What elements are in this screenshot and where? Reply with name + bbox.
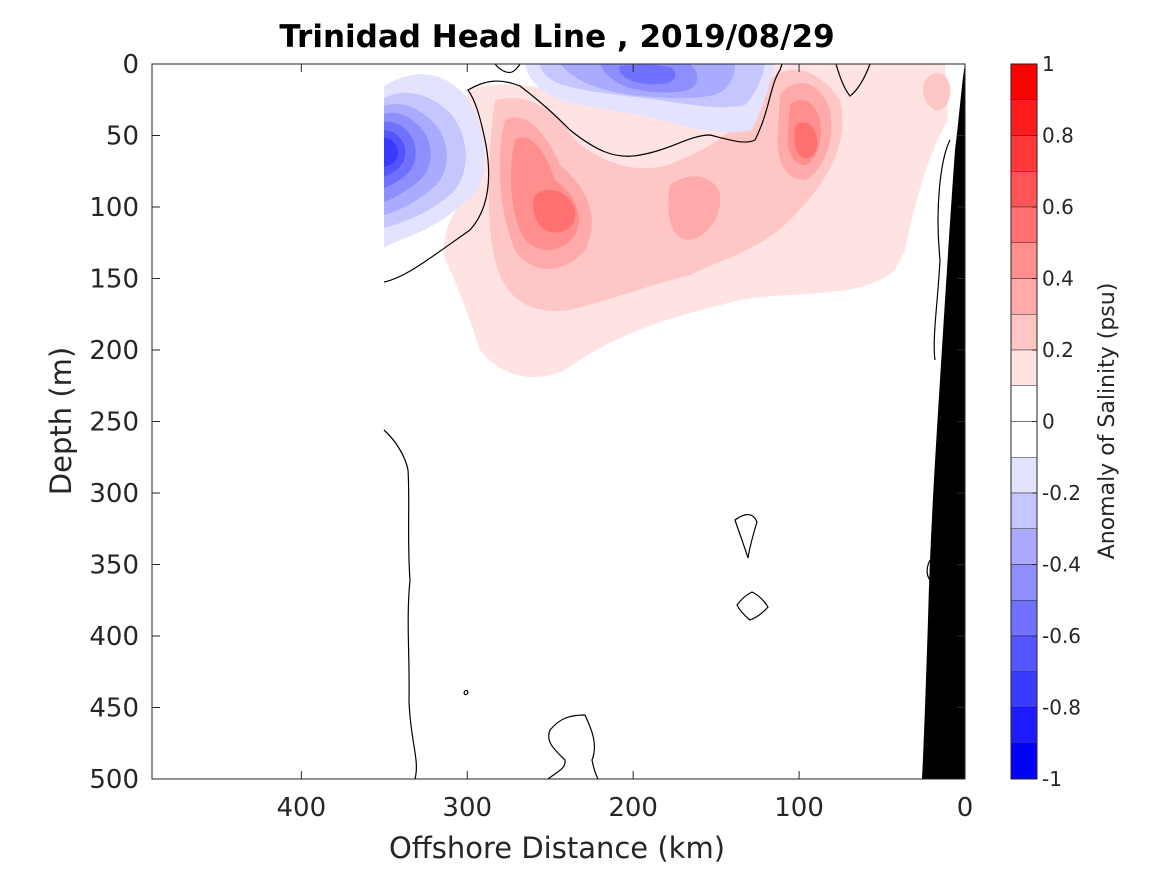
colorbar-swatch: [1010, 564, 1038, 601]
colorbar-tick-label: 0.8: [1042, 124, 1074, 148]
colorbar-tick-label: -0.4: [1042, 553, 1081, 577]
colorbar-swatch: [1010, 707, 1038, 744]
colorbar-swatch: [1010, 528, 1038, 565]
colorbar-swatch: [1010, 743, 1038, 780]
anomaly-band-pos-0.5: [533, 190, 576, 233]
anomaly-band-pos-0.5-b: [794, 122, 818, 159]
colorbar-swatch: [1010, 171, 1038, 208]
x-tick-label: 200: [608, 793, 658, 823]
zero-contour-loop-a: [734, 514, 758, 559]
colorbar-label: Anomaly of Salinity (psu): [1095, 283, 1120, 560]
colorbar-tick-label: -0.8: [1042, 696, 1081, 720]
colorbar-swatch: [1010, 671, 1038, 708]
colorbar-tick-label: 1: [1042, 52, 1055, 76]
bathymetry-shelf: [922, 64, 965, 779]
colorbar: 1 0.8 0.6 0.4 0.2 0 -0.2 -0.4 -0.6 -0.8 -1 Anomaly…: [1010, 52, 1120, 791]
anomaly-band-pos-0.2-nearshore: [923, 73, 951, 111]
x-axis-tick-labels: 400 300 200 100 0: [277, 793, 974, 823]
colorbar-swatch: [1010, 135, 1038, 172]
colorbar-swatch: [1010, 63, 1038, 100]
colorbar-swatch: [1010, 492, 1038, 529]
colorbar-swatch: [1010, 385, 1038, 422]
y-axis-ticks: [152, 63, 965, 780]
colorbar-tick-label: 0.4: [1042, 267, 1074, 291]
y-tick-label: 500: [89, 765, 139, 795]
colorbar-tick-label: 0: [1042, 410, 1055, 434]
colorbar-tick-labels: 1 0.8 0.6 0.4 0.2 0 -0.2 -0.4 -0.6 -0.8 -1: [1042, 52, 1081, 791]
y-tick-label: 300: [89, 479, 139, 509]
zero-contour-dot: [463, 689, 469, 696]
zero-contour-loop-b: [736, 591, 769, 621]
colorbar-swatch: [1010, 457, 1038, 494]
colorbar-swatch: [1010, 349, 1038, 386]
y-tick-label: 350: [89, 551, 139, 581]
colorbar-ticks: [1032, 63, 1037, 780]
y-tick-label: 250: [89, 408, 139, 438]
x-tick-label: 100: [774, 793, 824, 823]
colorbar-swatches: [1010, 63, 1038, 780]
x-tick-label: 300: [442, 793, 492, 823]
y-tick-label: 400: [89, 622, 139, 652]
zero-contour-surface-right: [835, 64, 871, 97]
x-tick-label: 400: [277, 793, 327, 823]
y-tick-label: 150: [89, 265, 139, 295]
colorbar-tick-label: -0.2: [1042, 481, 1081, 505]
y-tick-label: 450: [89, 694, 139, 724]
colorbar-tick-label: -1: [1042, 767, 1062, 791]
y-axis-label: Depth (m): [44, 347, 78, 495]
x-axis-label: Offshore Distance (km): [389, 831, 725, 865]
y-tick-label: 50: [106, 122, 139, 152]
zero-contour-surface-left: [494, 64, 521, 74]
zero-contour-nearshore: [933, 139, 951, 361]
anomaly-band-pos-0.3-b: [668, 176, 721, 240]
colorbar-swatch: [1010, 635, 1038, 672]
colorbar-swatch: [1010, 600, 1038, 637]
zero-contour-deep-offshore: [383, 429, 417, 779]
zero-contour-deep-bottom: [547, 714, 599, 779]
y-axis-tick-labels: 0 50 100 150 200 250 300 350 400 450 500: [89, 50, 139, 795]
y-tick-label: 0: [122, 50, 139, 80]
anomaly-band-neg-0.7: [384, 138, 398, 167]
colorbar-swatch: [1010, 278, 1038, 315]
colorbar-swatch: [1010, 206, 1038, 243]
colorbar-swatch: [1010, 421, 1038, 458]
plot-area: [152, 64, 965, 779]
colorbar-swatch: [1010, 314, 1038, 351]
chart-title: Trinidad Head Line , 2019/08/29: [279, 19, 834, 55]
y-tick-label: 200: [89, 336, 139, 366]
y-tick-label: 100: [89, 193, 139, 223]
zero-contour-offshore: [383, 64, 783, 283]
colorbar-swatch: [1010, 242, 1038, 279]
x-axis-ticks: [300, 64, 966, 779]
colorbar-tick-label: -0.6: [1042, 624, 1081, 648]
colorbar-tick-label: 0.2: [1042, 338, 1074, 362]
x-tick-label: 0: [957, 793, 974, 823]
colorbar-swatch: [1010, 99, 1038, 136]
colorbar-tick-label: 0.6: [1042, 195, 1074, 219]
